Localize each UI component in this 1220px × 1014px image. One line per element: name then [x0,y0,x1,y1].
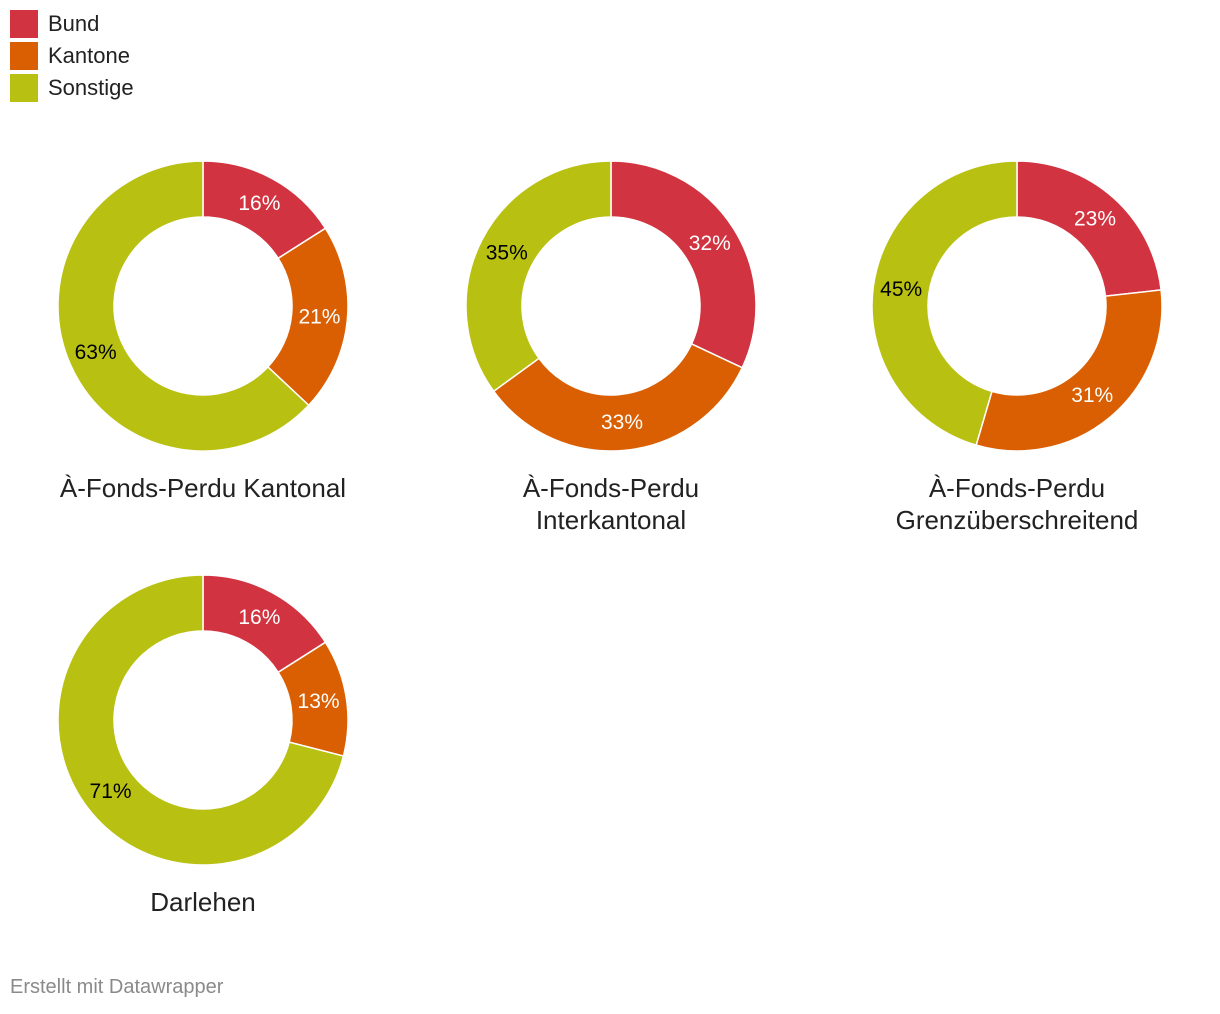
donut-slice-sonstige[interactable] [465,160,612,393]
legend-swatch-kantone [10,42,38,70]
slice-value-label: 33% [601,411,643,434]
slice-value-label: 35% [486,241,528,264]
slice-value-label: 63% [75,341,117,364]
donut-slice-kantone[interactable] [975,289,1163,452]
legend: Bund Kantone Sonstige [10,8,134,104]
legend-swatch-sonstige [10,74,38,102]
legend-label-kantone: Kantone [48,43,130,68]
legend-item-sonstige: Sonstige [10,72,134,104]
chart-title-kantonal: À-Fonds-Perdu Kantonal [59,473,347,503]
slice-value-label: 21% [298,306,340,329]
datawrapper-credit: Erstellt mit Datawrapper [10,976,224,998]
slice-value-label: 16% [238,606,280,629]
donut-slice-sonstige[interactable] [57,160,310,452]
slice-value-label: 45% [880,278,922,301]
slice-value-label: 13% [298,690,340,713]
donut-slice-kantone[interactable] [266,227,349,407]
slice-value-label: 16% [238,192,280,215]
slice-value-label: 32% [689,232,731,255]
legend-swatch-bund [10,10,38,38]
slice-value-label: 23% [1074,207,1116,230]
legend-label-bund: Bund [48,11,100,36]
donut-slice-bund[interactable] [610,160,757,369]
legend-item-kantone: Kantone [10,40,134,72]
slice-value-label: 31% [1071,384,1113,407]
donut-slice-kantone[interactable] [492,342,744,452]
legend-item-bund: Bund [10,8,134,40]
donut-slice-sonstige[interactable] [871,160,1018,447]
donut-slice-bund[interactable] [1016,160,1162,297]
chart-title-interkantonal: À-Fonds-Perdu Interkantonal [522,473,700,535]
slice-value-label: 71% [90,780,132,803]
chart-title-grenzueberschreitend: À-Fonds-Perdu Grenzüberschreitend [895,473,1139,535]
chart-title-darlehen: Darlehen [150,887,256,917]
donut-slice-sonstige[interactable] [57,574,345,866]
legend-label-sonstige: Sonstige [48,75,134,100]
